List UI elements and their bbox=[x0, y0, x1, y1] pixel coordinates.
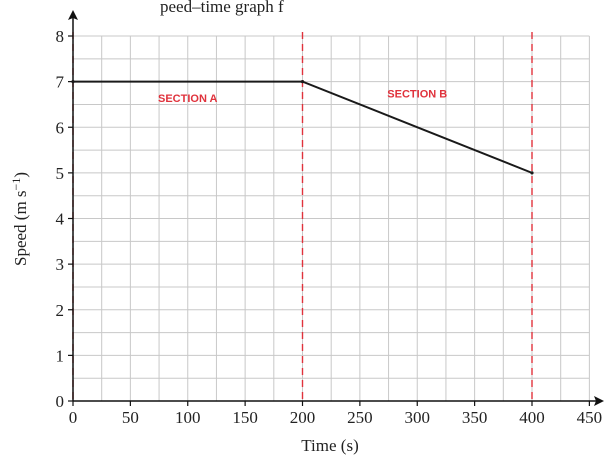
section-label: SECTION A bbox=[158, 93, 218, 105]
x-tick-label: 250 bbox=[347, 408, 373, 427]
x-axis-label: Time (s) bbox=[301, 436, 358, 455]
x-tick-label: 50 bbox=[122, 408, 139, 427]
y-tick-label: 2 bbox=[56, 301, 65, 320]
x-tick-label: 400 bbox=[519, 408, 545, 427]
chart-title-text: peed–time graph f bbox=[160, 0, 284, 16]
x-tick-label: 0 bbox=[69, 408, 78, 427]
series bbox=[71, 80, 534, 175]
x-tick-label: 100 bbox=[175, 408, 201, 427]
chart-title-fragment: peed–time graph f bbox=[160, 0, 284, 16]
y-tick-label: 1 bbox=[56, 346, 65, 365]
data-point bbox=[71, 80, 75, 84]
grid bbox=[72, 35, 590, 401]
y-axis-arrow bbox=[68, 10, 78, 20]
data-point bbox=[530, 171, 534, 175]
data-point bbox=[300, 80, 305, 84]
y-tick-label: 7 bbox=[56, 73, 65, 92]
tick-labels: 0 50 100 150 200 250 300 350 400 450 0 1 2 3 4 5 6 7 8 bbox=[56, 27, 603, 427]
y-tick-label: 0 bbox=[56, 392, 65, 411]
x-tick-label: 200 bbox=[290, 408, 316, 427]
y-tick-label: 8 bbox=[56, 27, 65, 46]
y-tick-label: 3 bbox=[56, 255, 65, 274]
x-tick-label: 350 bbox=[462, 408, 488, 427]
y-axis-label: Speed (m s−1) bbox=[9, 172, 30, 266]
y-tick-label: 5 bbox=[56, 164, 65, 183]
x-tick-label: 450 bbox=[577, 408, 603, 427]
y-axis-label-main: Speed (m s bbox=[11, 190, 30, 266]
section-label: SECTION B bbox=[387, 89, 447, 101]
x-tick-label: 150 bbox=[232, 408, 258, 427]
axes bbox=[68, 10, 604, 406]
y-tick-label: 6 bbox=[56, 118, 65, 137]
x-axis-arrow bbox=[594, 396, 604, 406]
x-tick-label: 300 bbox=[405, 408, 431, 427]
annotations: SECTION A SECTION B bbox=[158, 89, 447, 106]
y-axis-label-superscript: −1 bbox=[9, 178, 23, 191]
y-tick-label: 4 bbox=[56, 210, 65, 229]
y-axis-label-suffix: ) bbox=[11, 172, 30, 178]
